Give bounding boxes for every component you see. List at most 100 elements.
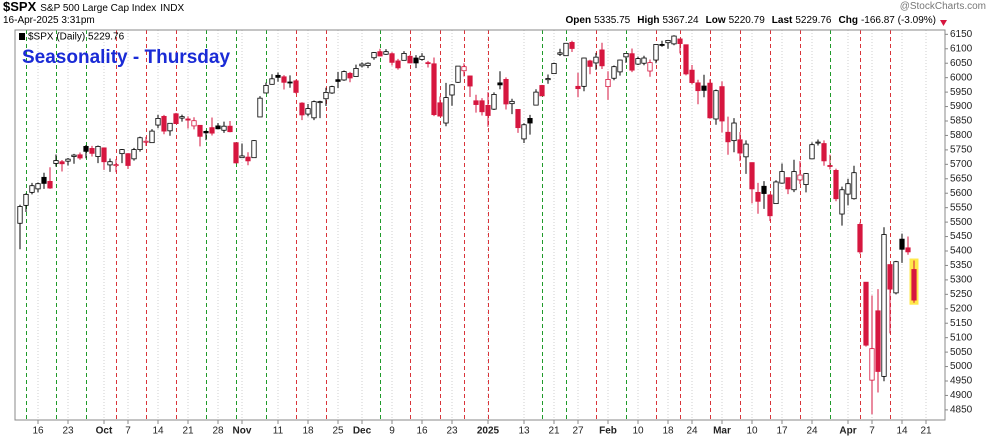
candle-body — [875, 310, 881, 372]
x-tick-label: 10 — [746, 426, 758, 437]
candle-body — [353, 68, 359, 77]
y-tick-label: 5850 — [950, 116, 973, 127]
candle-body — [785, 177, 791, 190]
y-tick-label: 6000 — [950, 72, 973, 83]
x-tick-label: 2025 — [477, 426, 500, 437]
x-tick-label: Feb — [599, 426, 617, 437]
candle-body — [557, 52, 563, 55]
candle-body — [689, 69, 695, 83]
candle-body — [767, 194, 773, 217]
legend-swatch — [19, 33, 25, 40]
candle-body — [815, 141, 821, 144]
y-tick-label: 5700 — [950, 159, 973, 170]
candle-body — [473, 100, 479, 105]
candle-body — [641, 57, 647, 64]
y-tick-label: 4950 — [950, 376, 973, 387]
quote-label: Last — [772, 15, 793, 26]
x-tick-label: 28 — [212, 426, 224, 437]
candle-body — [665, 40, 671, 44]
candle-body — [287, 81, 293, 84]
x-tick-label: 7 — [125, 426, 131, 437]
y-tick-label: 5650 — [950, 173, 973, 184]
quote-label: Low — [706, 15, 726, 26]
x-tick-label: 14 — [896, 426, 908, 437]
candle-body — [275, 74, 281, 78]
candle-body — [227, 125, 233, 133]
y-tick-label: 6050 — [950, 58, 973, 69]
candle-body — [791, 171, 797, 191]
candle-body — [659, 44, 665, 46]
candle-body — [455, 65, 461, 83]
quote-value: 5335.75 — [594, 15, 631, 26]
source: @StockCharts.com — [900, 1, 986, 12]
candle-body — [695, 82, 701, 92]
quote-value: 5367.24 — [662, 15, 699, 26]
x-tick-label: 9 — [389, 426, 395, 437]
candle-body — [41, 176, 47, 184]
x-tick-label: 16 — [416, 426, 428, 437]
candle-body — [761, 185, 767, 194]
symbol: $SPX — [3, 0, 37, 14]
candle-body — [35, 183, 41, 190]
x-tick-label: 24 — [806, 426, 818, 437]
y-tick-label: 5300 — [950, 275, 973, 286]
candle-body — [893, 261, 899, 294]
candle-body — [869, 348, 875, 381]
candle-body — [515, 109, 521, 129]
candle-body — [179, 116, 185, 119]
candle-body — [671, 35, 677, 45]
candle-body — [467, 75, 473, 87]
candle-body — [437, 102, 443, 117]
x-tick-label: 14 — [152, 426, 164, 437]
x-tick-label: 21 — [548, 426, 560, 437]
candle-body — [149, 130, 155, 144]
candle-body — [125, 153, 131, 166]
candle-body — [911, 269, 917, 301]
y-tick-label: 5400 — [950, 246, 973, 257]
candle-body — [359, 63, 365, 67]
candle-body — [527, 118, 533, 124]
candle-body — [167, 122, 173, 132]
candle-body — [617, 59, 623, 73]
x-tick-label: 21 — [182, 426, 194, 437]
x-tick-label: 23 — [446, 426, 458, 437]
x-tick-label: 10 — [632, 426, 644, 437]
candle-body — [779, 171, 785, 184]
candle-body — [53, 160, 59, 164]
y-tick-label: 5900 — [950, 101, 973, 112]
candle-body — [521, 124, 527, 140]
candle-body — [755, 191, 761, 202]
candle-body — [833, 169, 839, 200]
candle-body — [209, 127, 215, 134]
plot-border — [14, 29, 946, 421]
candle-body — [857, 224, 863, 253]
plot — [17, 30, 948, 424]
y-tick-label: 4900 — [950, 390, 973, 401]
x-tick-label: 24 — [686, 426, 698, 437]
exchange: INDX — [160, 3, 184, 14]
candle-body — [293, 80, 299, 93]
candle-body — [731, 122, 737, 142]
quote-value: 5220.79 — [729, 15, 766, 26]
y-tick-label: 5350 — [950, 260, 973, 271]
candle-body — [809, 144, 815, 160]
candle-body — [587, 60, 593, 67]
x-tick-label: Dec — [353, 426, 372, 437]
candle-body — [449, 84, 455, 96]
x-tick-label: 21 — [920, 426, 932, 437]
candle-body — [401, 53, 407, 61]
candle-body — [743, 143, 749, 158]
candle-body — [17, 206, 23, 224]
candle-body — [701, 85, 707, 91]
candle-body — [101, 147, 107, 163]
y-tick-label: 5750 — [950, 145, 973, 156]
x-tick-label: 13 — [518, 426, 530, 437]
candle-body — [647, 62, 653, 72]
candle-body — [749, 162, 755, 190]
candle-body — [203, 130, 209, 134]
candle-body — [113, 164, 119, 167]
candle-body — [497, 82, 503, 86]
legend: $SPX (Daily) 5229.76 — [28, 32, 125, 43]
candle-body — [371, 52, 377, 59]
quote-label: Open — [566, 15, 592, 26]
